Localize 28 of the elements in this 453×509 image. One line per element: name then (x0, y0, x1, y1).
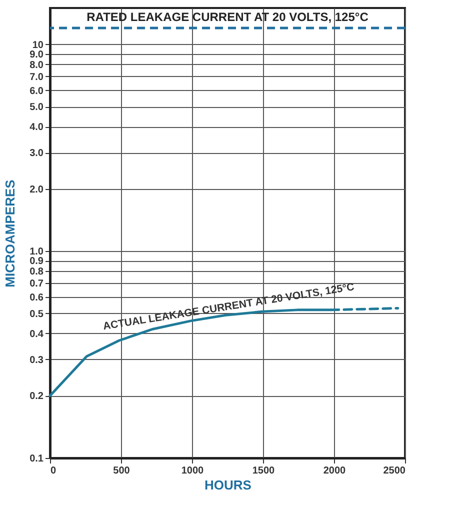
x-tick-label: 500 (113, 466, 130, 476)
y-tick-label: 4.0 (30, 122, 44, 134)
y-tick-label: 7.0 (30, 72, 44, 83)
x-tick-label: 2000 (323, 466, 346, 476)
x-tick-label: 1500 (252, 466, 276, 476)
y-tick-label: 0.6 (30, 292, 44, 304)
y-axis-title: MICROAMPERES (2, 179, 18, 288)
y-tick-label: 0.5 (30, 308, 44, 320)
y-tick-label: 0.2 (30, 391, 44, 402)
y-tick-label: 0.8 (30, 266, 44, 278)
y-tick-label: 3.0 (30, 148, 44, 160)
y-tick-label: 5.0 (30, 102, 44, 114)
y-tick-label: 0.4 (30, 329, 44, 340)
y-tick-label: 0.3 (30, 354, 44, 366)
y-tick-label: 0.9 (30, 256, 44, 268)
x-tick-label: 2500 (383, 466, 406, 476)
y-tick-label: 2.0 (30, 184, 44, 196)
x-tick-label: 1000 (181, 466, 204, 476)
y-tick-label: 8.0 (30, 60, 44, 71)
x-tick-label: 0 (50, 466, 56, 476)
y-tick-label: 9.0 (30, 49, 44, 60)
x-axis-title: HOURS (204, 478, 252, 492)
text: ACTUAL LEAKAGE CURRENT AT 20 VOLTS, 125°C (102, 280, 356, 333)
y-tick-label: 0.7 (30, 278, 44, 290)
y-tick-label: 1.0 (30, 246, 44, 258)
y-tick-label: 10 (32, 40, 44, 51)
y-tick-label: 0.1 (30, 454, 44, 464)
y-tick-label: 6.0 (30, 86, 44, 97)
